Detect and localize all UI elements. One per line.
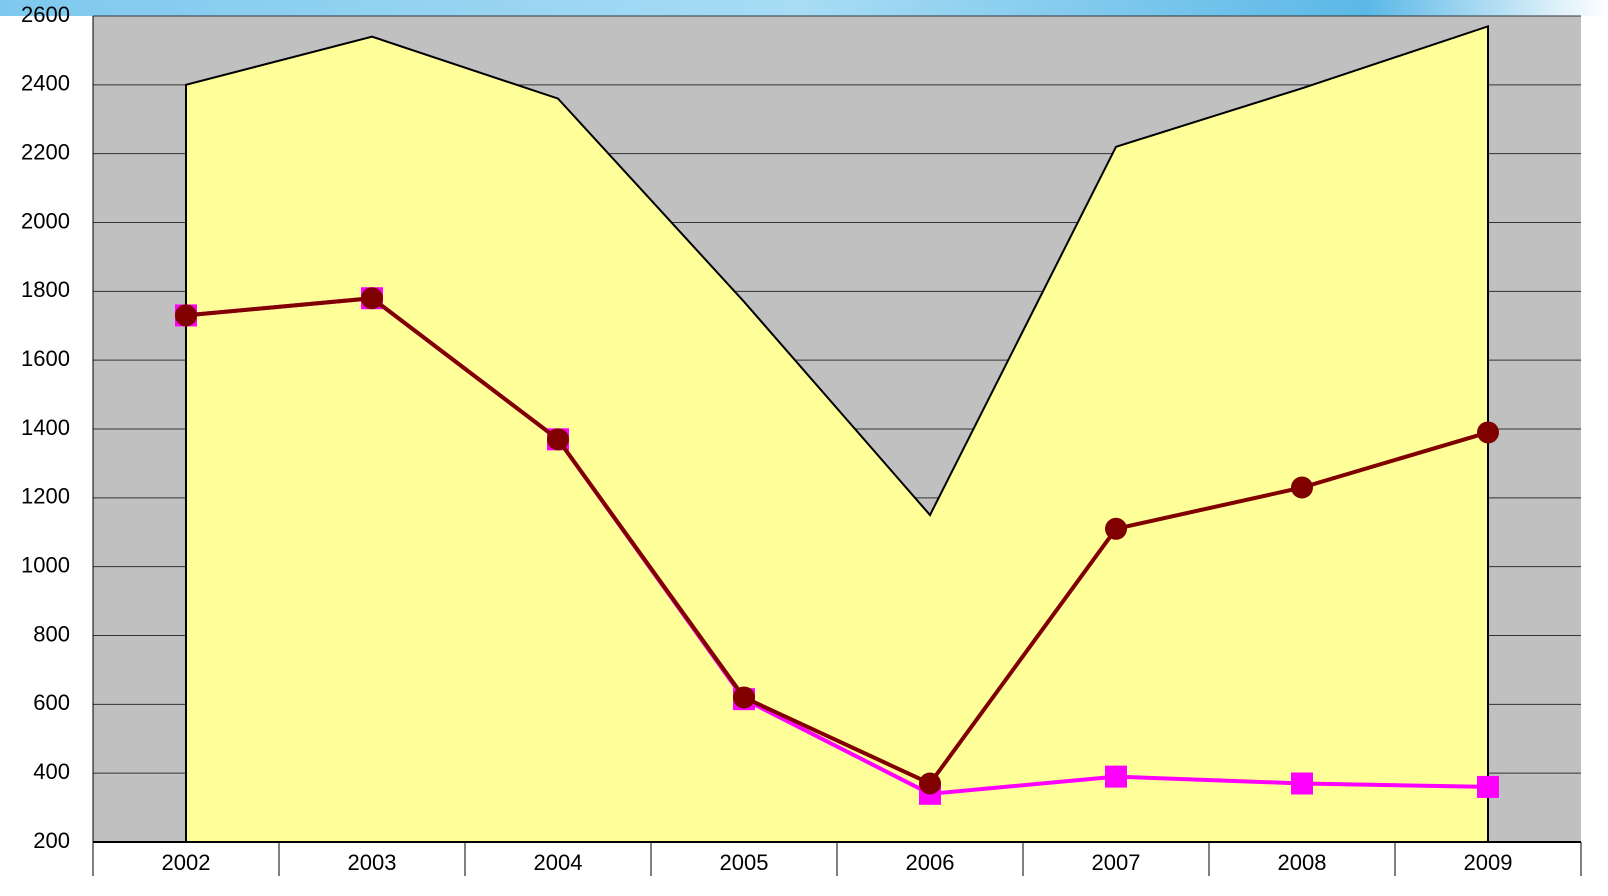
- y-tick-label: 1200: [21, 484, 70, 509]
- y-tick-label: 1400: [21, 415, 70, 440]
- line: [185, 296, 1489, 786]
- x-tick-label: 2002: [162, 850, 211, 875]
- y-tick-label: 1800: [21, 277, 70, 302]
- x-tick-label: 2003: [348, 850, 397, 875]
- y-tick-label: 800: [33, 621, 70, 646]
- y-tick-label: 2000: [21, 208, 70, 233]
- x-tick-label: 2004: [534, 850, 583, 875]
- y-tick-label: 400: [33, 759, 70, 784]
- y-tick-label: 600: [33, 690, 70, 715]
- y-tick-label: 2200: [21, 139, 70, 164]
- marker: [1291, 772, 1313, 795]
- marker: [919, 772, 941, 795]
- x-tick-label: 2005: [720, 850, 769, 875]
- marker: [1105, 517, 1127, 540]
- marker: [361, 287, 383, 310]
- marker: [175, 304, 197, 327]
- marker: [733, 686, 755, 709]
- marker: [1477, 421, 1499, 444]
- header-strip: [0, 0, 1608, 16]
- marker: [547, 428, 569, 451]
- marker: [1291, 476, 1313, 499]
- area: [186, 26, 1488, 842]
- y-tick-label: 1600: [21, 346, 70, 371]
- marker: [1105, 765, 1127, 788]
- y-tick-label: 2600: [21, 2, 70, 27]
- y-tick-label: 1000: [21, 552, 70, 577]
- x-tick-label: 2007: [1092, 850, 1141, 875]
- marker: [1477, 775, 1499, 798]
- x-tick-label: 2008: [1278, 850, 1327, 875]
- area-outline: [185, 24, 1489, 842]
- x-tick-label: 2006: [906, 850, 955, 875]
- x-tick-label: 2009: [1464, 850, 1513, 875]
- y-tick-label: 200: [33, 828, 70, 853]
- y-tick-label: 2400: [21, 71, 70, 96]
